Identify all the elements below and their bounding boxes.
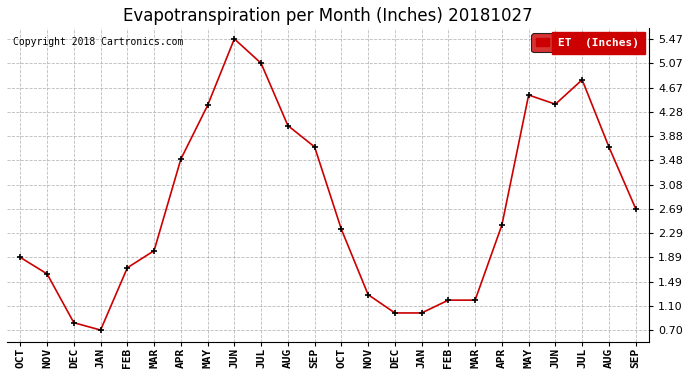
Legend: ET  (Inches): ET (Inches) xyxy=(531,33,644,53)
Text: Copyright 2018 Cartronics.com: Copyright 2018 Cartronics.com xyxy=(13,38,184,47)
Title: Evapotranspiration per Month (Inches) 20181027: Evapotranspiration per Month (Inches) 20… xyxy=(124,7,533,25)
